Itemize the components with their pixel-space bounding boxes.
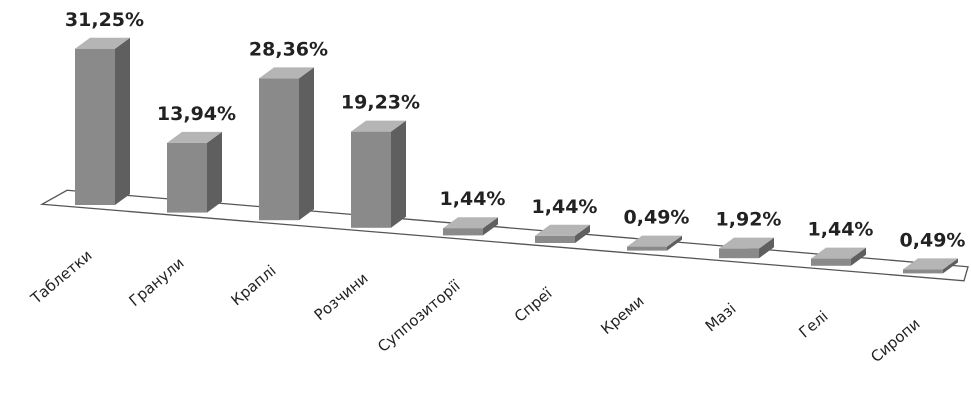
bar-group [351,120,406,228]
bar-side [667,235,682,251]
data-label: 0,49% [900,229,966,251]
bar-side [759,237,774,259]
bar-top [259,67,314,79]
category-label: Гранули [126,254,188,310]
bar [811,258,851,266]
data-label: 1,44% [808,219,874,241]
bar-top [535,224,590,236]
bar-group [75,37,130,205]
category-label: Суппозиторії [374,276,464,356]
bar-top [75,37,130,49]
data-label: 1,92% [716,209,782,231]
bar-side [207,131,222,213]
data-label: 19,23% [341,92,420,114]
bar-top [167,131,222,143]
category-label: Креми [597,292,647,338]
bar-top [627,235,682,247]
category-label: Мазі [702,299,740,335]
bar [627,246,667,251]
category-label: Гелі [795,307,831,341]
bar-top [351,120,406,132]
bar-group [811,247,866,266]
bar-group [167,131,222,213]
bar-top [443,217,498,229]
category-label: Сиропи [867,315,923,366]
data-label: 31,25% [65,9,144,31]
bar [259,78,299,221]
bar [167,142,207,213]
bar-group [535,224,590,243]
bar-group [443,217,498,236]
data-label: 0,49% [624,207,690,229]
bar-side [575,224,590,243]
bar [719,248,759,259]
bar-group [627,235,682,251]
bar-side [851,247,866,266]
bar-side [483,217,498,236]
bar-side [299,67,314,221]
category-label: Спреї [511,284,556,326]
category-label: Краплі [227,261,279,309]
data-label: 28,36% [249,38,328,60]
bar-side [115,37,130,205]
bar-top [811,247,866,259]
category-label: Розчини [311,269,372,324]
bar-group [259,67,314,221]
data-label: 1,44% [532,196,598,218]
bar-side [943,258,958,274]
bar [903,269,943,274]
bar-top [903,258,958,270]
category-label: Таблетки [27,246,96,308]
bar [535,235,575,243]
bar-side [391,120,406,228]
data-label: 13,94% [157,103,236,125]
bar [351,131,391,228]
bar-group [719,237,774,259]
bar-top [719,237,774,249]
bar [75,48,115,205]
bar-group [903,258,958,274]
data-label: 1,44% [440,188,506,210]
bar [443,228,483,236]
